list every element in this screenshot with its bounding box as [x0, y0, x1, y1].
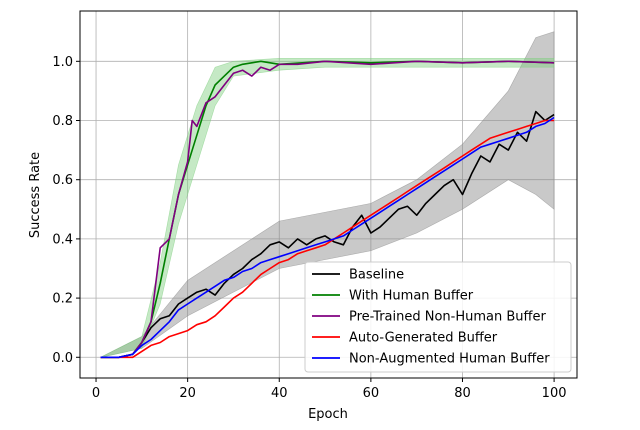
legend: Baseline With Human Buffer Pre-Trained Non…	[304, 261, 572, 373]
plot-frame	[79, 10, 578, 379]
series-line-2	[100, 60, 555, 359]
y-axis-ticks: 0.0 0.2 0.4 0.6 0.8 1.0	[52, 55, 80, 366]
legend-box	[304, 261, 572, 373]
legend-label: With Human Buffer	[349, 289, 474, 304]
series-line-0	[100, 110, 555, 359]
y-axis-label: Success Rate	[28, 152, 43, 238]
y-tick-label: 0.6	[52, 173, 73, 188]
x-tick-label: 80	[454, 386, 471, 401]
x-tick-label: 0	[92, 386, 100, 401]
x-axis-ticks: 0 20 40 60 80 100	[92, 378, 567, 401]
x-tick-label: 40	[271, 386, 288, 401]
x-tick-label: 60	[363, 386, 380, 401]
legend-label: Auto-Generated Buffer	[349, 331, 498, 346]
series-line-4	[100, 116, 555, 359]
x-tick-label: 100	[542, 386, 567, 401]
legend-label: Non-Augmented Human Buffer	[349, 352, 550, 367]
legend-label: Pre-Trained Non-Human Buffer	[349, 310, 546, 325]
x-tick-label: 20	[179, 386, 196, 401]
y-tick-label: 0.4	[52, 232, 73, 247]
y-tick-label: 1.0	[52, 55, 73, 70]
legend-label: Baseline	[349, 268, 404, 283]
series-lines	[100, 60, 555, 359]
y-tick-label: 0.8	[52, 114, 73, 129]
y-tick-label: 0.2	[52, 292, 73, 307]
y-tick-label: 0.0	[52, 351, 73, 366]
x-axis-label: Epoch	[308, 407, 348, 422]
